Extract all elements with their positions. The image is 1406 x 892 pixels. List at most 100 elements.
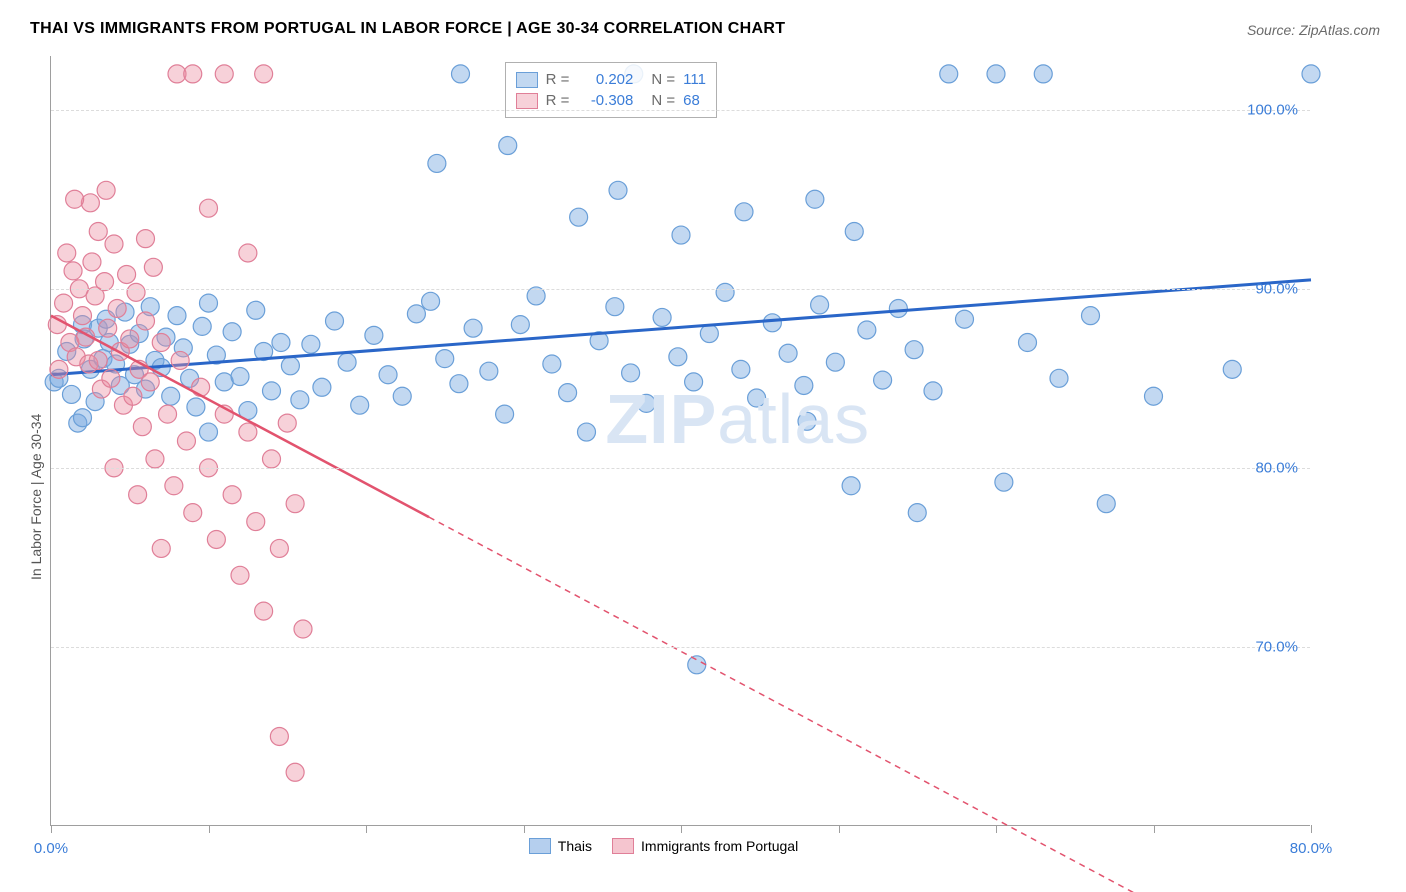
n-label: N = (651, 71, 675, 88)
legend-swatch (516, 72, 538, 88)
data-point (700, 325, 718, 343)
data-point (144, 258, 162, 276)
data-point (1019, 334, 1037, 352)
data-point (184, 65, 202, 83)
x-tick (996, 825, 997, 833)
data-point (672, 226, 690, 244)
legend-label: Thais (558, 838, 592, 854)
data-point (428, 154, 446, 172)
data-point (247, 301, 265, 319)
data-point (102, 369, 120, 387)
n-value: 111 (683, 71, 706, 88)
x-min-label: 0.0% (34, 840, 68, 857)
grid-line (51, 468, 1310, 469)
data-point (499, 137, 517, 155)
data-point (570, 208, 588, 226)
data-point (171, 351, 189, 369)
r-label: R = (546, 92, 570, 109)
data-point (464, 319, 482, 337)
data-point (281, 357, 299, 375)
data-point (55, 294, 73, 312)
data-point (732, 360, 750, 378)
legend-row: R =-0.308N =68 (516, 90, 706, 111)
y-tick-label: 70.0% (1255, 638, 1298, 655)
data-point (74, 409, 92, 427)
data-point (1082, 307, 1100, 325)
data-point (177, 432, 195, 450)
data-point (326, 312, 344, 330)
x-tick (681, 825, 682, 833)
data-point (137, 230, 155, 248)
data-point (351, 396, 369, 414)
data-point (255, 602, 273, 620)
data-point (255, 65, 273, 83)
data-point (239, 423, 257, 441)
data-point (152, 334, 170, 352)
data-point (141, 373, 159, 391)
data-point (286, 495, 304, 513)
data-point (559, 384, 577, 402)
data-point (422, 292, 440, 310)
data-point (286, 763, 304, 781)
data-point (842, 477, 860, 495)
data-point (192, 378, 210, 396)
data-point (162, 387, 180, 405)
x-tick (839, 825, 840, 833)
data-point (379, 366, 397, 384)
data-point (159, 405, 177, 423)
data-point (748, 389, 766, 407)
data-point (200, 294, 218, 312)
data-point (811, 296, 829, 314)
data-point (685, 373, 703, 391)
data-point (338, 353, 356, 371)
data-point (105, 235, 123, 253)
data-point (653, 308, 671, 326)
data-point (496, 405, 514, 423)
legend-swatch (516, 93, 538, 109)
data-point (81, 194, 99, 212)
data-point (795, 376, 813, 394)
data-point (1097, 495, 1115, 513)
data-point (66, 190, 84, 208)
data-point (97, 181, 115, 199)
data-point (74, 307, 92, 325)
data-point (187, 398, 205, 416)
data-point (763, 314, 781, 332)
grid-line (51, 647, 1310, 648)
data-point (231, 566, 249, 584)
r-value: -0.308 (577, 92, 633, 109)
x-tick (1154, 825, 1155, 833)
data-point (1302, 65, 1320, 83)
data-point (133, 418, 151, 436)
data-point (207, 530, 225, 548)
grid-line (51, 289, 1310, 290)
data-point (168, 307, 186, 325)
data-point (89, 351, 107, 369)
data-point (798, 412, 816, 430)
data-point (223, 323, 241, 341)
x-tick (51, 825, 52, 833)
series-legend: Thais Immigrants from Portugal (529, 838, 798, 854)
data-point (889, 299, 907, 317)
data-point (129, 486, 147, 504)
scatter-svg (51, 56, 1311, 826)
r-value: 0.202 (577, 71, 633, 88)
data-point (215, 65, 233, 83)
data-point (716, 283, 734, 301)
data-point (407, 305, 425, 323)
data-point (1034, 65, 1052, 83)
data-point (184, 504, 202, 522)
data-point (302, 335, 320, 353)
x-tick (209, 825, 210, 833)
legend-item: Immigrants from Portugal (612, 838, 798, 854)
data-point (99, 319, 117, 337)
data-point (940, 65, 958, 83)
data-point (127, 283, 145, 301)
data-point (294, 620, 312, 638)
data-point (858, 321, 876, 339)
data-point (452, 65, 470, 83)
y-tick-label: 90.0% (1255, 280, 1298, 297)
data-point (1145, 387, 1163, 405)
data-point (83, 253, 101, 271)
x-tick (366, 825, 367, 833)
